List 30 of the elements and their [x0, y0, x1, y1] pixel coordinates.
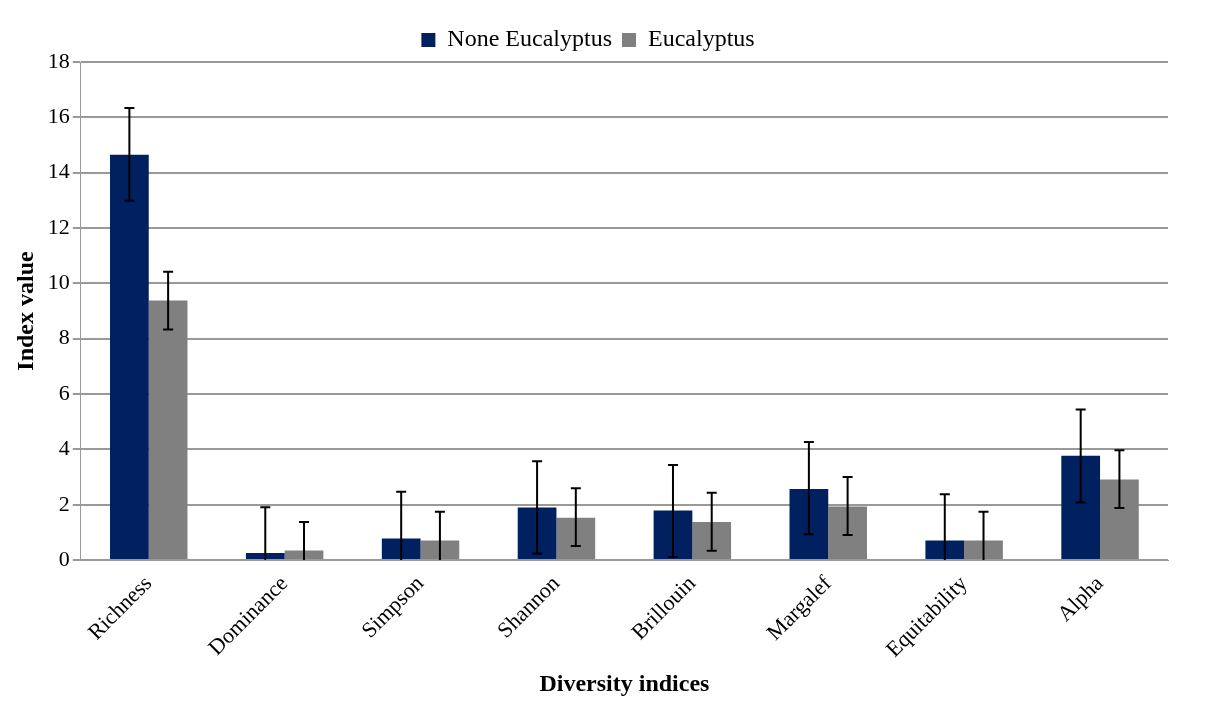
bar	[964, 540, 1003, 560]
bar	[245, 552, 285, 560]
y-tick-label: 6	[58, 379, 70, 405]
y-tick-label: 2	[58, 490, 70, 516]
bar	[653, 510, 693, 560]
x-axis-title: Diversity indices	[539, 669, 710, 696]
y-tick-label: 10	[47, 269, 70, 295]
bar	[556, 517, 596, 560]
y-tick-label: 16	[47, 103, 70, 129]
y-tick-label: 12	[47, 213, 70, 239]
y-tick-label: 8	[58, 324, 70, 350]
bar	[789, 488, 829, 560]
bar	[284, 550, 324, 560]
y-tick-label: 0	[58, 545, 70, 571]
bar	[110, 154, 149, 560]
bar	[517, 507, 557, 560]
y-tick-label: 4	[58, 435, 70, 461]
y-tick-label: 14	[47, 158, 70, 184]
legend-label: None Eucalyptus	[447, 25, 612, 52]
bar	[381, 538, 421, 560]
y-tick-label: 18	[47, 47, 70, 73]
bar	[925, 540, 965, 560]
bar	[1100, 479, 1139, 560]
bar	[420, 540, 460, 560]
bar	[828, 506, 867, 560]
bar	[692, 521, 732, 560]
y-axis-title: Index value	[11, 251, 38, 371]
legend-label: Eucalyptus	[647, 25, 755, 52]
bar	[1061, 455, 1101, 560]
bar	[148, 300, 188, 560]
